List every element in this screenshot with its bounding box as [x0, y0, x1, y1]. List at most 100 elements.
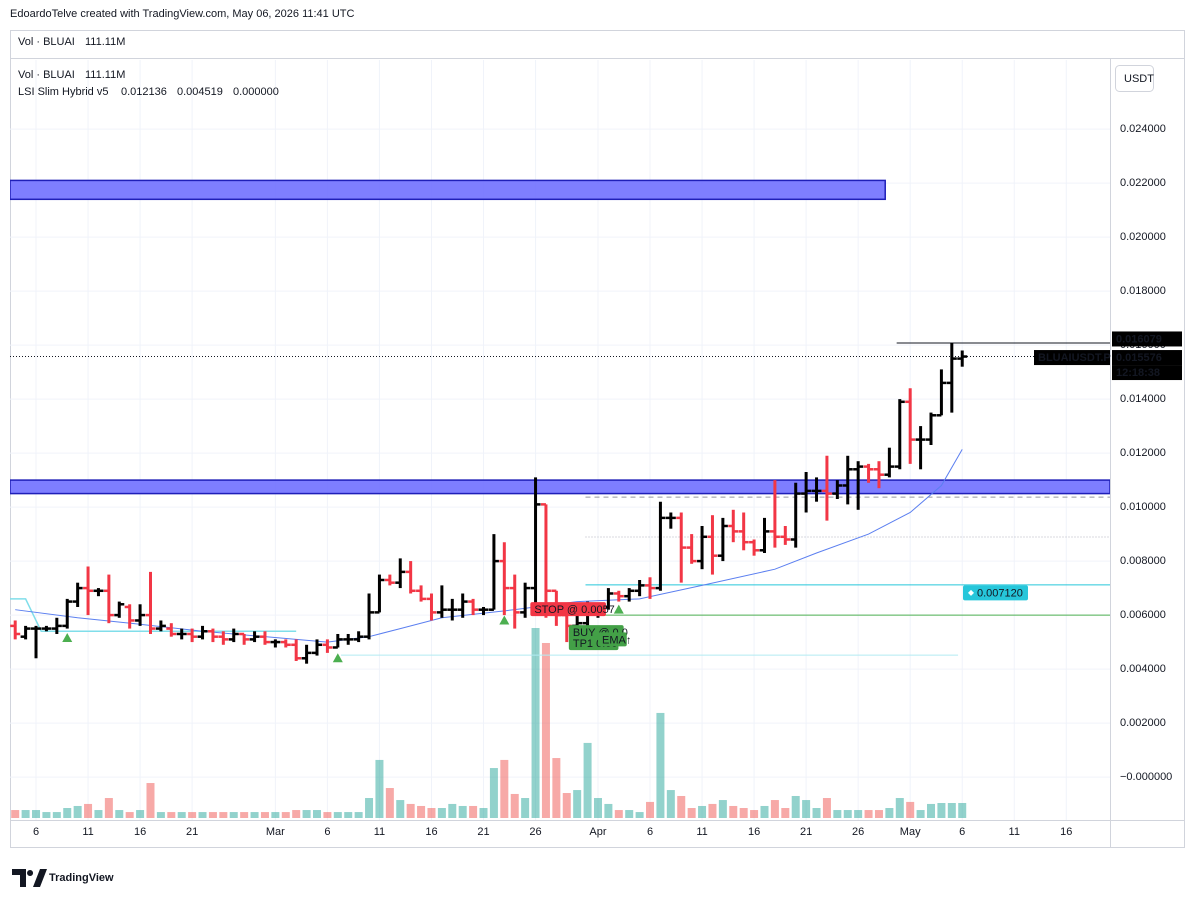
trade-label: EMA↑ — [602, 634, 631, 646]
volume-bar — [604, 803, 613, 818]
x-tick-label: 6 — [33, 826, 39, 838]
indicator-value: 0.000000 — [233, 86, 279, 98]
volume-bar — [250, 812, 259, 818]
volume-bar — [885, 808, 894, 818]
logo-text: TradingView — [49, 872, 114, 884]
volume-bar — [708, 803, 717, 818]
frame — [10, 30, 1185, 848]
volume-bar — [698, 805, 707, 818]
volume-bar — [760, 805, 769, 818]
volume-bar — [406, 803, 415, 818]
volume-legend-value: 111.11M — [85, 36, 125, 48]
volume-bar — [156, 812, 165, 818]
header: EdoardoTelve created with TradingView.co… — [10, 8, 355, 20]
last-price-label-box — [1112, 350, 1182, 366]
volume-bar — [770, 800, 779, 818]
volume-legend-name: Vol · BLUAI — [18, 36, 75, 48]
volume-bar — [42, 812, 51, 818]
trade-label-box — [597, 632, 627, 647]
x-tick-label: Apr — [589, 826, 606, 838]
volume-bar — [864, 810, 873, 818]
volume-bar — [750, 810, 759, 818]
volume-bar — [677, 795, 686, 818]
volume-bar — [63, 808, 72, 818]
volume-bar — [84, 803, 93, 818]
volume-bar — [895, 798, 904, 818]
volume-bar — [687, 808, 696, 818]
volume-bar — [822, 798, 831, 818]
volume-bar — [531, 628, 540, 818]
volume-bar — [874, 810, 883, 818]
volume-legend-value: 111.11M — [85, 69, 125, 81]
volume-bar — [323, 812, 332, 818]
currency-button-label[interactable]: USDT — [1124, 73, 1154, 85]
volume-bar — [281, 812, 290, 818]
symbol-label-box — [1034, 350, 1110, 366]
volume-bar — [115, 810, 124, 818]
volume-bar — [302, 810, 311, 818]
volume-bar — [177, 812, 186, 818]
indicator-value: 0.012136 — [121, 86, 167, 98]
x-tick-label: 16 — [134, 826, 146, 838]
level-price-label: 0.007120 — [977, 587, 1023, 599]
volume-bar — [781, 808, 790, 818]
volume-bar — [52, 812, 61, 818]
volume-bar — [344, 812, 353, 818]
volume-bar — [32, 810, 41, 818]
volume-bar — [437, 808, 446, 818]
x-tick-label: 16 — [425, 826, 437, 838]
level-price-box — [963, 585, 1028, 601]
x-tick-label: 6 — [647, 826, 653, 838]
x-tick-label: 21 — [800, 826, 812, 838]
volume-bar — [94, 810, 103, 818]
volume-bar — [593, 798, 602, 818]
volume-bar — [375, 759, 384, 818]
signal-marker — [613, 604, 624, 614]
volume-bar — [552, 758, 561, 818]
x-tick-label: 26 — [529, 826, 541, 838]
volume-bar — [489, 768, 498, 818]
volume-bar — [843, 810, 852, 818]
zone — [10, 479, 1110, 495]
volume-bar — [385, 788, 394, 818]
volume-bar — [136, 810, 145, 818]
volume-bar — [469, 805, 478, 818]
volume-bar — [354, 812, 363, 818]
volume-bar — [500, 759, 509, 818]
volume-bar — [208, 812, 217, 818]
y-tick-label: 0.022000 — [1120, 177, 1166, 189]
volume-bar — [916, 810, 925, 818]
y-tick-label: 0.024000 — [1120, 123, 1166, 135]
currency-button-box[interactable] — [1115, 65, 1154, 92]
high-price-label: 0.016079 — [1116, 333, 1162, 345]
volume-bar — [198, 812, 207, 818]
y-tick-label: 0.008000 — [1120, 555, 1166, 567]
volume-bar — [666, 790, 675, 818]
volume-bar — [583, 742, 592, 818]
indicator-value: 0.004519 — [177, 86, 223, 98]
x-tick-label: Mar — [266, 826, 285, 838]
volume-bar — [458, 805, 467, 818]
volume-bar — [791, 795, 800, 818]
x-tick-label: 21 — [477, 826, 489, 838]
volume-bar — [417, 805, 426, 818]
signal-marker — [332, 653, 343, 663]
currency-button[interactable]: USDT — [1115, 65, 1155, 92]
volume-bar — [125, 812, 134, 818]
volume-legend-name: Vol · BLUAI — [18, 69, 75, 81]
axes: −0.000000 0.002000 0.004000 0.006000 0.00800… — [33, 123, 1172, 838]
volume-bar — [947, 803, 956, 818]
x-tick-label: 21 — [186, 826, 198, 838]
volume-bar — [11, 810, 20, 818]
volume-bar — [802, 800, 811, 818]
volume-bar — [812, 808, 821, 818]
volume-bar — [656, 712, 665, 818]
last-price-label: 0.015576 — [1116, 352, 1162, 364]
volume-bar — [521, 798, 530, 818]
volume-bar — [479, 808, 488, 818]
volume-bar — [541, 642, 550, 818]
volume-bar — [427, 808, 436, 818]
y-tick-label: 0.012000 — [1120, 447, 1166, 459]
